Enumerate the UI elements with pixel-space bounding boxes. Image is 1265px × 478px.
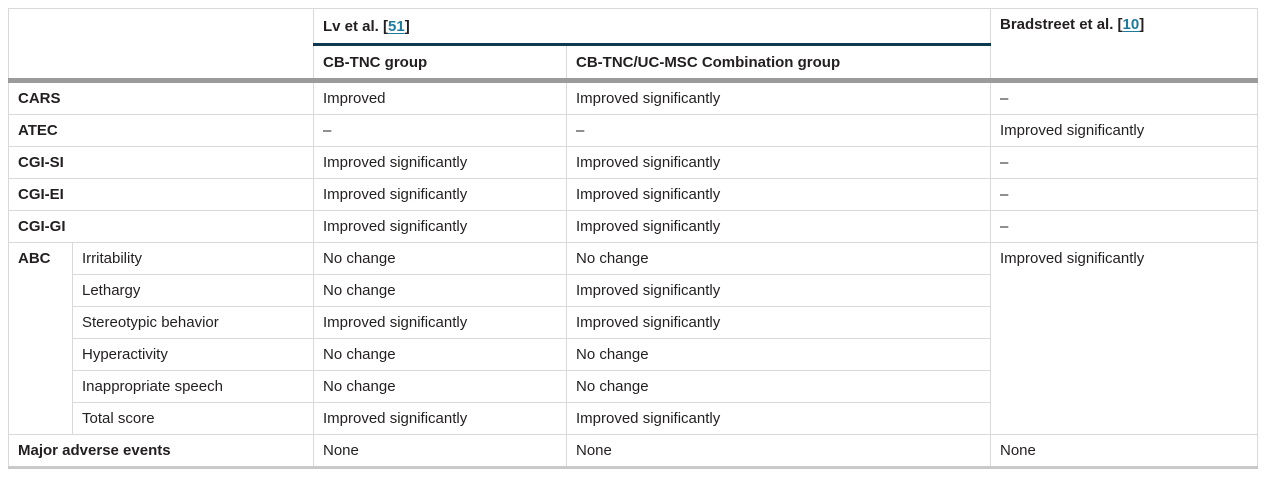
sublabel-stereotypic: Stereotypic behavior bbox=[72, 306, 314, 339]
header-row-groups: CB-TNC group CB-TNC/UC-MSC Combination g… bbox=[9, 44, 1258, 81]
group-col1-header: CB-TNC group bbox=[313, 44, 567, 81]
row-label-cgi-si: CGI-SI bbox=[8, 146, 314, 179]
cell-cgi-ei-combination: Improved significantly bbox=[566, 178, 991, 211]
header-row-studies: Lv et al. [51] Bradstreet et al. [10] bbox=[8, 8, 1258, 81]
study1-label-suffix: ] bbox=[404, 17, 410, 35]
cell-atec-bradstreet: Improved significantly bbox=[990, 114, 1258, 147]
cell-total-score-combination: Improved significantly bbox=[566, 402, 991, 435]
cell-adverse-bradstreet: None bbox=[990, 434, 1258, 469]
row-cgi-gi: CGI-GI Improved significantly Improved s… bbox=[8, 210, 1258, 243]
study1-label: Lv et al. [ bbox=[323, 17, 389, 35]
cell-stereotypic-cbtnc: Improved significantly bbox=[313, 306, 567, 339]
cell-cgi-gi-combination: Improved significantly bbox=[566, 210, 991, 243]
cell-hyperactivity-cbtnc: No change bbox=[313, 338, 567, 371]
sublabel-hyperactivity: Hyperactivity bbox=[72, 338, 314, 371]
sublabel-lethargy: Lethargy bbox=[72, 274, 314, 307]
study2-header: Bradstreet et al. [10] bbox=[990, 8, 1258, 81]
row-label-atec: ATEC bbox=[8, 114, 314, 147]
cell-cars-cbtnc: Improved bbox=[313, 78, 567, 115]
row-major-adverse-events: Major adverse events None None None bbox=[8, 434, 1258, 469]
row-abc-stereotypic: Stereotypic behavior Improved significan… bbox=[9, 306, 1258, 339]
cell-atec-cbtnc: – bbox=[313, 114, 567, 147]
study1-reference-link[interactable]: 51 bbox=[388, 17, 405, 35]
study1-header: Lv et al. [51] bbox=[313, 8, 991, 46]
study-outcomes-table: Lv et al. [51] Bradstreet et al. [10] CB… bbox=[8, 8, 1258, 469]
row-label-cgi-ei: CGI-EI bbox=[8, 178, 314, 211]
row-label-major-adverse-events: Major adverse events bbox=[8, 434, 314, 469]
row-cars: CARS Improved Improved significantly – bbox=[8, 78, 1258, 115]
cell-cgi-gi-bradstreet: – bbox=[990, 210, 1258, 243]
cell-cars-bradstreet: – bbox=[990, 78, 1258, 115]
study2-label: Bradstreet et al. [ bbox=[1000, 16, 1123, 33]
cell-total-score-cbtnc: Improved significantly bbox=[313, 402, 567, 435]
group-col2-header: CB-TNC/UC-MSC Combination group bbox=[566, 44, 991, 81]
cell-hyperactivity-combination: No change bbox=[566, 338, 991, 371]
cell-atec-combination: – bbox=[566, 114, 991, 147]
sublabel-total-score: Total score bbox=[72, 402, 314, 435]
cell-cgi-ei-bradstreet: – bbox=[990, 178, 1258, 211]
cell-cgi-si-combination: Improved significantly bbox=[566, 146, 991, 179]
cell-cars-combination: Improved significantly bbox=[566, 78, 991, 115]
row-abc-hyperactivity: Hyperactivity No change No change bbox=[9, 338, 1258, 371]
row-label-cars: CARS bbox=[8, 78, 314, 115]
cell-inappropriate-speech-combination: No change bbox=[566, 370, 991, 403]
cell-cgi-gi-cbtnc: Improved significantly bbox=[313, 210, 567, 243]
cell-adverse-combination: None bbox=[566, 434, 991, 469]
row-abc-total-score: Total score Improved significantly Impro… bbox=[9, 402, 1258, 435]
row-abc-inappropriate-speech: Inappropriate speech No change No change bbox=[9, 370, 1258, 403]
row-abc-irritability: ABC Irritability No change No change Imp… bbox=[8, 242, 1258, 435]
cell-cgi-ei-cbtnc: Improved significantly bbox=[313, 178, 567, 211]
cell-inappropriate-speech-cbtnc: No change bbox=[313, 370, 567, 403]
cell-abc-bradstreet: Improved significantly bbox=[990, 242, 1258, 435]
sublabel-inappropriate-speech: Inappropriate speech bbox=[72, 370, 314, 403]
cell-stereotypic-combination: Improved significantly bbox=[566, 306, 991, 339]
row-atec: ATEC – – Improved significantly bbox=[8, 114, 1258, 147]
cell-cgi-si-bradstreet: – bbox=[990, 146, 1258, 179]
row-label-abc: ABC bbox=[8, 242, 73, 435]
study2-reference-link[interactable]: 10 bbox=[1122, 16, 1140, 33]
study2-label-suffix: ] bbox=[1139, 16, 1145, 33]
study-outcomes-table-wrap: Lv et al. [51] Bradstreet et al. [10] CB… bbox=[8, 8, 1258, 469]
corner-cell bbox=[8, 8, 314, 81]
cell-adverse-cbtnc: None bbox=[313, 434, 567, 469]
cell-lethargy-cbtnc: No change bbox=[313, 274, 567, 307]
cell-cgi-si-cbtnc: Improved significantly bbox=[313, 146, 567, 179]
row-abc-lethargy: Lethargy No change Improved significantl… bbox=[9, 274, 1258, 307]
cell-lethargy-combination: Improved significantly bbox=[566, 274, 991, 307]
cell-irritability-cbtnc: No change bbox=[313, 242, 567, 275]
row-cgi-ei: CGI-EI Improved significantly Improved s… bbox=[8, 178, 1258, 211]
row-cgi-si: CGI-SI Improved significantly Improved s… bbox=[8, 146, 1258, 179]
cell-irritability-combination: No change bbox=[566, 242, 991, 275]
sublabel-irritability: Irritability bbox=[72, 242, 314, 275]
row-label-cgi-gi: CGI-GI bbox=[8, 210, 314, 243]
